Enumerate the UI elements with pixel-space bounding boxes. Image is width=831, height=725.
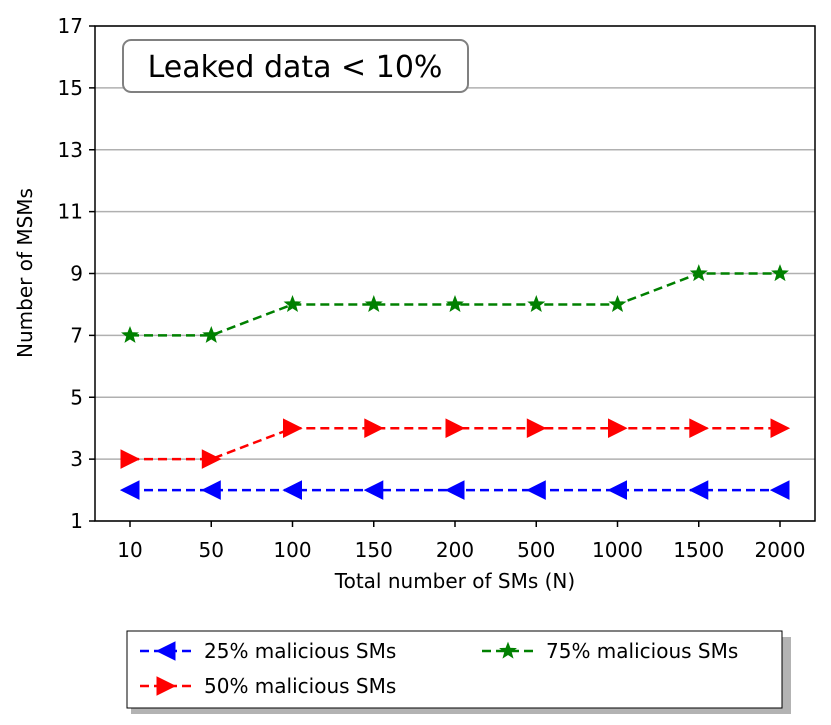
legend-item: 50% malicious SMs: [140, 674, 396, 698]
series-2: [120, 418, 791, 469]
x-axis-label: Total number of SMs (N): [334, 569, 575, 593]
data-point: [527, 294, 546, 313]
data-point: [771, 264, 789, 282]
data-point: [201, 480, 221, 500]
data-point: [526, 418, 547, 439]
y-tick-label: 7: [70, 323, 83, 347]
data-point: [202, 325, 221, 343]
data-point: [688, 480, 709, 500]
data-point: [608, 418, 628, 439]
y-tick-label: 3: [70, 447, 83, 471]
data-point: [445, 418, 466, 439]
data-point: [364, 418, 384, 439]
x-tick-label: 10: [117, 538, 142, 562]
y-axis-label: Number of MSMs: [13, 188, 37, 358]
data-point: [121, 326, 139, 343]
series-3: [121, 264, 789, 343]
x-tick-label: 500: [517, 538, 555, 562]
y-tick-label: 17: [58, 14, 83, 38]
legend-item: 25% malicious SMs: [140, 639, 396, 663]
y-tick-label: 9: [70, 262, 83, 286]
data-point: [283, 294, 302, 313]
data-point: [120, 449, 141, 469]
data-point: [119, 480, 140, 500]
x-tick-label: 50: [199, 538, 224, 562]
x-tick-label: 1000: [592, 538, 643, 562]
annotation-box: Leaked data < 10%: [122, 39, 469, 93]
data-point: [283, 418, 303, 439]
legend-item: 75% malicious SMs: [482, 639, 738, 663]
legend-marker: [155, 641, 176, 661]
y-tick-label: 1: [70, 509, 83, 533]
data-point: [689, 418, 709, 439]
legend: 25% malicious SMs 50% malicious SMs 75% ma…: [126, 630, 791, 714]
series-layer: [119, 264, 791, 500]
data-point: [607, 480, 627, 500]
y-tick-label: 11: [58, 200, 83, 224]
y-tick-label: 5: [70, 385, 83, 409]
data-point: [689, 264, 708, 282]
data-point: [608, 294, 627, 313]
data-point: [769, 480, 790, 500]
legend-marker: [156, 676, 177, 696]
legend-label: 75% malicious SMs: [546, 639, 738, 663]
legend-label: 25% malicious SMs: [204, 639, 396, 663]
data-point: [364, 294, 383, 313]
x-tick-label: 100: [273, 538, 311, 562]
x-tick-label: 200: [436, 538, 474, 562]
x-tick-label: 150: [355, 538, 393, 562]
data-point: [444, 480, 465, 500]
data-point: [282, 480, 302, 500]
data-point: [201, 449, 222, 469]
y-tick-label: 15: [58, 76, 83, 100]
y-tick-label: 13: [58, 138, 83, 162]
x-tick-label: 1500: [673, 538, 724, 562]
data-point: [363, 480, 384, 500]
annotation-text: Leaked data < 10%: [148, 50, 443, 85]
x-tick-label: 2000: [755, 538, 806, 562]
x-axis: 10 50 100 150 200 500 1000 1500 2000: [117, 521, 805, 562]
data-point: [446, 294, 464, 313]
series-1: [119, 480, 790, 500]
legend-label: 50% malicious SMs: [204, 674, 396, 698]
data-point: [526, 480, 546, 500]
legend-marker: [499, 641, 517, 659]
data-point: [770, 418, 791, 439]
